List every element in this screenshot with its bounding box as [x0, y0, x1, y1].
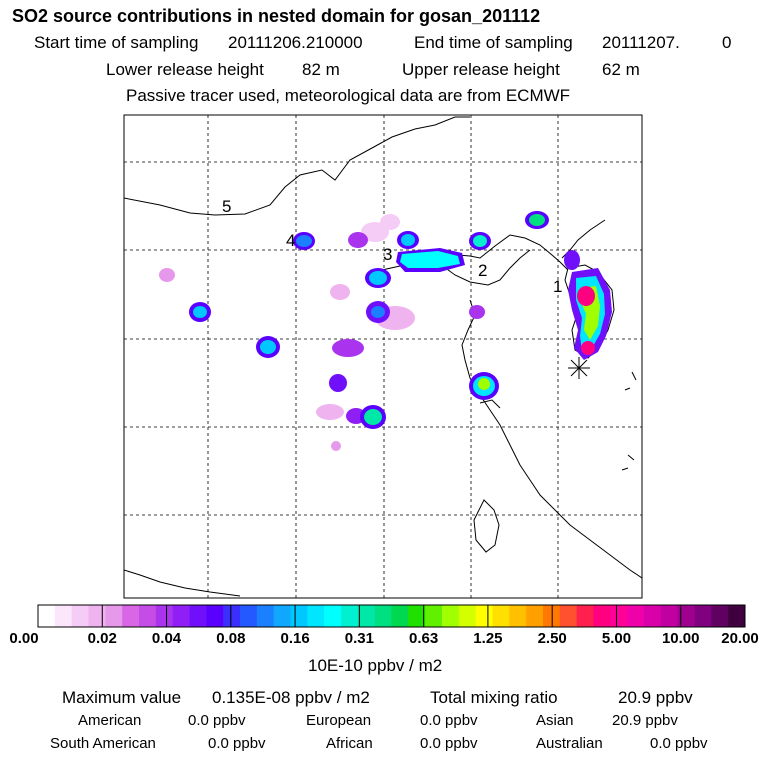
- colorbar-cell: [88, 605, 106, 627]
- colorbar-cell: [341, 605, 359, 627]
- total-mixing-label: Total mixing ratio: [430, 688, 558, 707]
- colorbar-cell: [728, 605, 746, 627]
- map-label-5: 5: [222, 197, 231, 216]
- colorbar-cell: [509, 605, 527, 627]
- colorbar-cell: [290, 605, 308, 627]
- colorbar-cell: [694, 605, 712, 627]
- colorbar-cell: [172, 605, 190, 627]
- colorbar-cell: [543, 605, 561, 627]
- region-name-australian: Australian: [536, 735, 603, 752]
- colorbar-cell: [711, 605, 729, 627]
- colorbar-cell: [223, 605, 241, 627]
- colorbar-unit: 10E-10 ppbv / m2: [308, 656, 443, 675]
- end-time-extra: 0: [722, 33, 732, 52]
- colorbar-cell: [54, 605, 73, 627]
- colorbar-cell: [256, 605, 275, 627]
- region-name-european: European: [306, 712, 372, 729]
- colorbar: [37, 604, 746, 628]
- start-time-value: 20111206.210000: [228, 33, 363, 52]
- colorbar-cell: [458, 605, 477, 627]
- colorbar-cell: [526, 605, 544, 627]
- colorbar-cell: [660, 605, 679, 627]
- map-frame: [123, 114, 643, 599]
- concentration-field: [159, 211, 612, 451]
- colorbar-cell: [391, 605, 409, 627]
- colorbar-tick-label: 0.63: [409, 630, 439, 647]
- colorbar-tick-label: 0.31: [344, 630, 374, 647]
- max-value: 0.135E-08 ppbv / m2: [212, 688, 370, 707]
- region-value-american: 0.0 ppbv: [188, 712, 246, 729]
- colorbar-cell: [408, 605, 426, 627]
- colorbar-cell: [610, 605, 628, 627]
- colorbar-cell: [139, 605, 157, 627]
- colorbar-cell: [492, 605, 510, 627]
- colorbar-tick-label: 10.00: [661, 630, 700, 647]
- map-label-3: 3: [383, 245, 392, 264]
- colorbar-cell: [122, 605, 140, 627]
- region-value-south-american: 0.0 ppbv: [208, 735, 266, 752]
- upper-release-value: 62 m: [602, 60, 640, 79]
- colorbar-cell: [189, 605, 207, 627]
- end-time-label: End time of sampling: [414, 33, 573, 52]
- colorbar-cell: [71, 605, 89, 627]
- region-value-european: 0.0 ppbv: [420, 712, 478, 729]
- region-value-australian: 0.0 ppbv: [650, 735, 708, 752]
- colorbar-tick-label: 5.00: [601, 630, 632, 647]
- colorbar-tick-label: 0.16: [280, 630, 310, 647]
- colorbar-cell: [374, 605, 392, 627]
- colorbar-cell: [677, 605, 695, 627]
- colorbar-cell: [475, 605, 493, 627]
- region-value-asian: 20.9 ppbv: [612, 712, 678, 729]
- colorbar-cell: [576, 605, 594, 627]
- colorbar-cell: [307, 605, 325, 627]
- map-label-2: 2: [478, 261, 487, 280]
- colorbar-cell: [324, 605, 342, 627]
- colorbar-tick-label: 0.02: [87, 630, 117, 647]
- map-label-4: 4: [286, 231, 295, 250]
- colorbar-cell: [442, 605, 460, 627]
- colorbar-cell: [593, 605, 611, 627]
- colorbar-tick-label: 20.00: [721, 630, 759, 647]
- tracer-note: Passive tracer used, meteorological data…: [126, 86, 571, 105]
- region-value-african: 0.0 ppbv: [420, 735, 478, 752]
- colorbar-cell: [425, 605, 443, 627]
- colorbar-cell: [155, 605, 174, 627]
- lower-release-value: 82 m: [302, 60, 340, 79]
- plot-title: SO2 source contributions in nested domai…: [12, 6, 541, 26]
- receptor-marker: [568, 357, 590, 379]
- lower-release-label: Lower release height: [106, 60, 264, 79]
- colorbar-cell: [273, 605, 291, 627]
- colorbar-tick-label: 0.08: [216, 630, 246, 647]
- colorbar-tick-label: 2.50: [537, 630, 567, 647]
- colorbar-cell: [627, 605, 645, 627]
- colorbar-cell: [357, 605, 376, 627]
- colorbar-cell: [38, 605, 56, 627]
- colorbar-tick-label: 0.04: [151, 630, 182, 647]
- end-time-value: 20111207.: [602, 33, 680, 52]
- start-time-label: Start time of sampling: [34, 33, 199, 52]
- colorbar-tick-label: 0.00: [9, 630, 39, 647]
- region-name-american: American: [78, 712, 142, 729]
- colorbar-cell: [559, 605, 578, 627]
- upper-release-label: Upper release height: [402, 60, 560, 79]
- region-name-south-american: South American: [50, 735, 156, 752]
- map-grid: [124, 115, 642, 598]
- colorbar-cell: [105, 605, 123, 627]
- colorbar-cell: [206, 605, 224, 627]
- region-name-asian: Asian: [536, 712, 574, 729]
- colorbar-cell: [240, 605, 258, 627]
- colorbar-cell: [644, 605, 662, 627]
- colorbar-tick-label: 1.25: [473, 630, 503, 647]
- total-mixing-value: 20.9 ppbv: [618, 688, 693, 707]
- max-value-label: Maximum value: [62, 688, 182, 707]
- map-label-1: 1: [553, 277, 562, 296]
- region-name-african: African: [326, 735, 373, 752]
